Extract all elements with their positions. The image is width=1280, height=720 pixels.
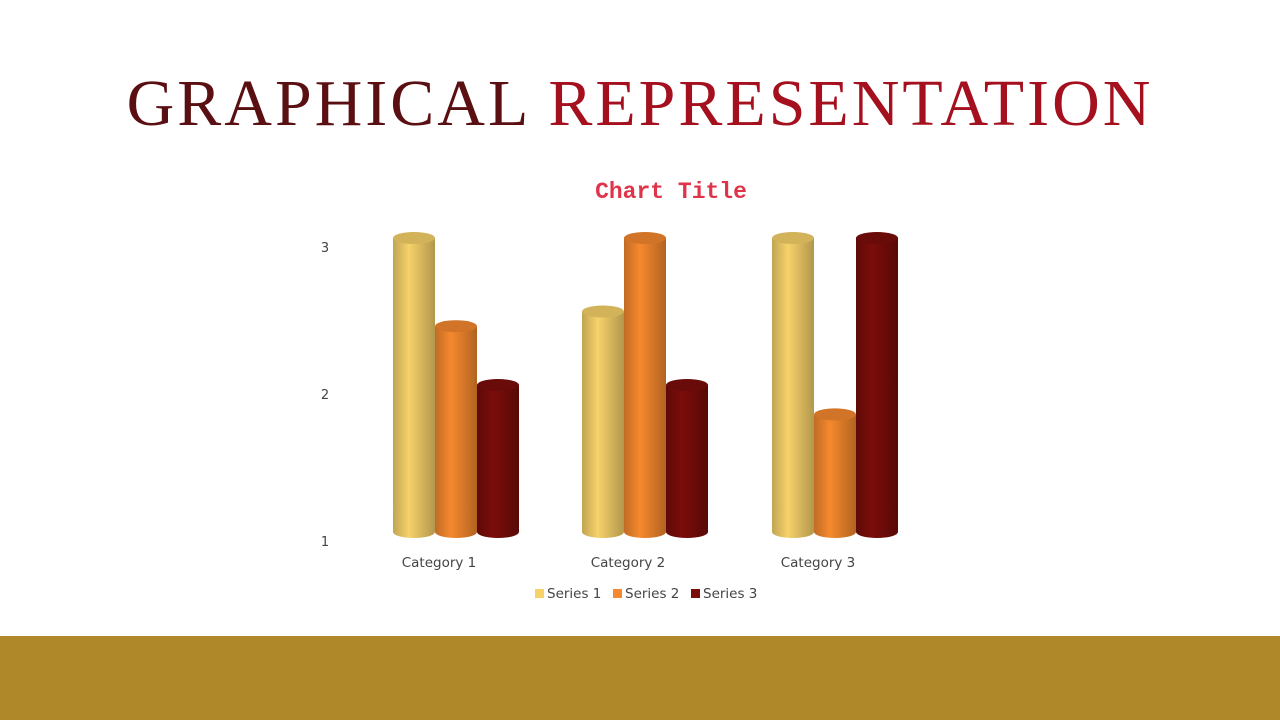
legend-item: Series 1 [535, 586, 601, 602]
bar-body [856, 238, 898, 538]
bar [435, 320, 477, 538]
legend-label: Series 2 [625, 586, 679, 602]
bar-body [814, 414, 856, 538]
bar [477, 379, 519, 538]
legend-item: Series 3 [691, 586, 757, 602]
bar-body [582, 311, 624, 538]
y-tick-label: 2 [321, 388, 329, 403]
bar-top [582, 305, 624, 318]
bar-body [477, 385, 519, 538]
bar [814, 408, 856, 538]
bar-body [393, 238, 435, 538]
y-tick-label: 1 [321, 535, 329, 550]
legend-swatch [613, 589, 622, 598]
plot-area [393, 232, 898, 538]
bar-top [393, 232, 435, 244]
bar [666, 379, 708, 538]
bar-top [435, 320, 477, 333]
legend-label: Series 3 [703, 586, 757, 602]
bar [582, 305, 624, 538]
bar-top [814, 408, 856, 421]
legend-label: Series 1 [547, 586, 601, 602]
chart-title: Chart Title [595, 179, 747, 205]
bar-top [477, 379, 519, 391]
legend: Series 1 Series 2 Series 3 [535, 586, 757, 602]
legend-item: Series 2 [613, 586, 679, 602]
chart: Chart Title 123 Category 1 Category 2 Cate… [321, 179, 898, 602]
y-tick-label: 3 [321, 241, 329, 256]
bar-body [666, 385, 708, 538]
legend-swatch [535, 589, 544, 598]
bar-top [624, 232, 666, 244]
bar [772, 232, 814, 538]
slide-title: GRAPHICAL REPRESENTATION [0, 66, 1280, 142]
bar [624, 232, 666, 538]
legend-swatch [691, 589, 700, 598]
bar-body [435, 326, 477, 538]
bar-top [856, 232, 898, 244]
title-word-graphical: GRAPHICAL [126, 67, 529, 140]
title-word-representation: REPRESENTATION [548, 67, 1154, 140]
footer-band [0, 636, 1280, 720]
category-label: Category 3 [781, 555, 856, 571]
bar-top [666, 379, 708, 391]
bar-body [624, 238, 666, 538]
bar [393, 232, 435, 538]
bar-top [772, 232, 814, 244]
x-axis: Category 1 Category 2 Category 3 [402, 555, 856, 571]
category-label: Category 2 [591, 555, 666, 571]
bar-body [772, 238, 814, 538]
y-axis: 1 2 3 [321, 241, 329, 550]
category-label: Category 1 [402, 555, 477, 571]
bar [856, 232, 898, 538]
